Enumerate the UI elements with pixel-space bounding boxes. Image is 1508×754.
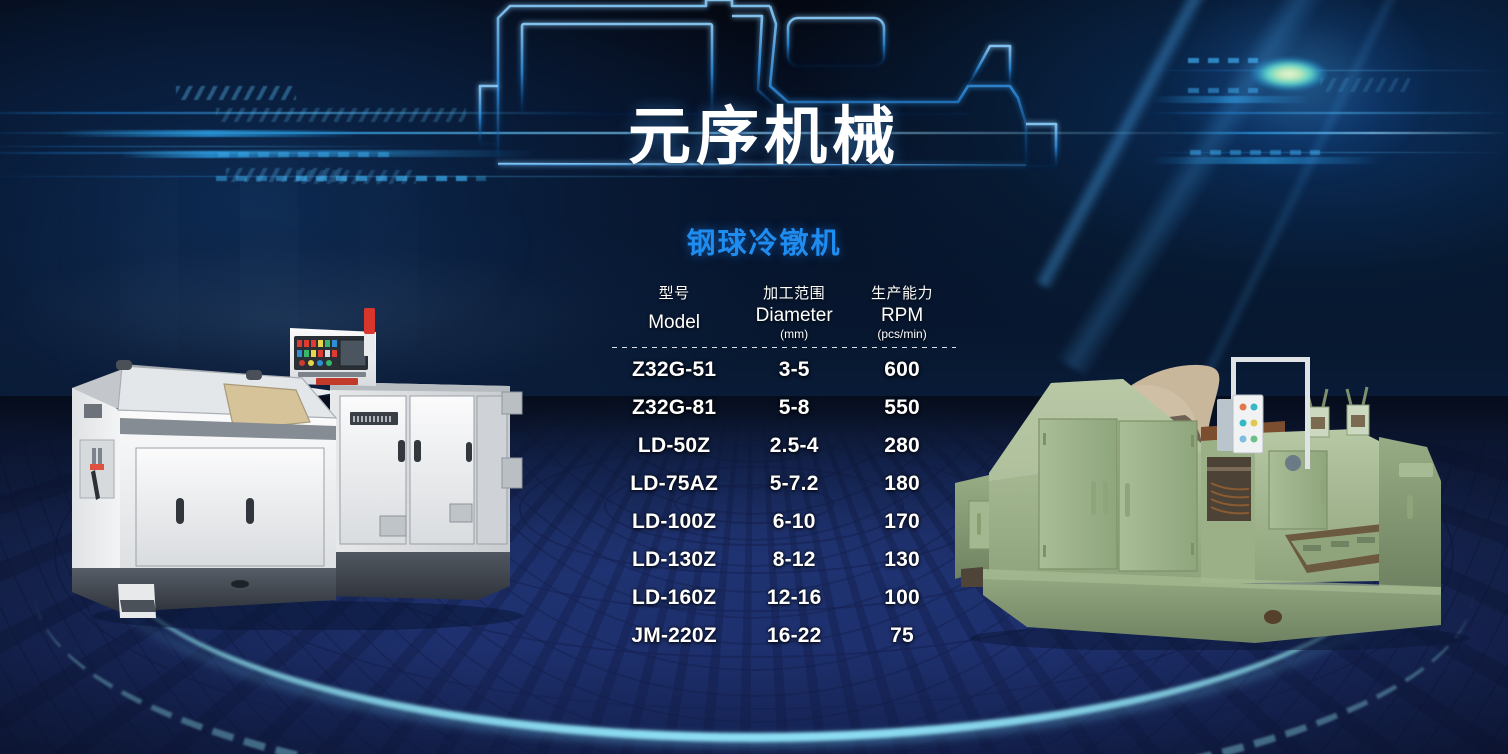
spec-cell-diameter: 5-7.2 <box>769 471 819 495</box>
tech-streak-icon <box>0 132 1250 134</box>
spec-cell-rpm: 600 <box>884 357 920 381</box>
spec-cell-diameter: 2.5-4 <box>769 433 819 457</box>
header-en-diameter: Diameter (mm) <box>740 305 848 342</box>
tech-dash-row-icon <box>218 152 398 157</box>
header-en-model-label: Model <box>648 311 700 333</box>
page-subtitle: 钢球冷镦机 <box>686 228 842 260</box>
header-en-model: Model <box>608 305 740 342</box>
spec-cell-rpm: 75 <box>890 623 914 647</box>
spec-cell-model: LD-160Z <box>631 585 717 609</box>
tech-streak-icon <box>1170 132 1508 134</box>
spec-cell-model: Z32G-51 <box>631 357 717 381</box>
tech-streak-icon <box>0 112 600 114</box>
truck-wireframe-icon <box>470 0 1070 194</box>
background-wall-panels <box>0 70 560 400</box>
tech-hatch-icon <box>1320 78 1410 92</box>
spec-row: LD-160Z 12-16 100 <box>608 579 956 617</box>
spec-header-en-row: Model Diameter (mm) RPM (pcs/min) <box>608 305 956 342</box>
tech-chipbar-icon <box>120 151 300 158</box>
tech-dash-row-icon <box>1188 58 1258 63</box>
right-machine-image <box>955 355 1485 652</box>
lens-flare-icon <box>1252 58 1326 90</box>
spec-row: LD-75AZ 5-7.2 180 <box>608 465 956 503</box>
spec-cell-diameter: 5-8 <box>778 395 810 419</box>
spec-cell-rpm: 100 <box>884 585 920 609</box>
tech-streak-icon <box>0 146 410 147</box>
left-machine-image <box>58 300 528 631</box>
dashed-divider <box>612 346 956 348</box>
spec-cell-model: LD-130Z <box>631 547 717 571</box>
tech-chipbar-icon <box>60 130 360 137</box>
header-cn-model: 型号 <box>658 285 690 302</box>
tech-dash-row-icon <box>1188 88 1258 93</box>
tech-hatch-icon <box>216 108 466 122</box>
header-cn-rpm: 生产能力 <box>871 285 934 302</box>
tech-chipbar-icon <box>1150 96 1310 103</box>
spec-table-body: Z32G-51 3-5 600 Z32G-81 5-8 550 LD-50Z 2.5-4 280… <box>608 351 956 655</box>
tech-streak-icon <box>1150 70 1508 71</box>
header-en-rpm: RPM (pcs/min) <box>848 305 956 342</box>
spec-cell-rpm: 280 <box>884 433 920 457</box>
spec-row: LD-100Z 6-10 170 <box>608 503 956 541</box>
spec-table: 型号 加工范围 生产能力 Model Diameter (mm) RPM <box>608 282 956 655</box>
spec-row: LD-50Z 2.5-4 280 <box>608 427 956 465</box>
spec-cell-diameter: 6-10 <box>772 509 816 533</box>
spec-row: Z32G-51 3-5 600 <box>608 351 956 389</box>
spec-row: JM-220Z 16-22 75 <box>608 617 956 655</box>
header-en-rpm-label: RPM <box>880 305 924 326</box>
header-en-diameter-label: Diameter <box>755 305 833 326</box>
tech-dash-row-icon <box>1190 150 1320 155</box>
lens-flare-halo-icon <box>1170 0 1430 180</box>
tech-streak-icon <box>1150 112 1508 114</box>
header-cn-diameter: 加工范围 <box>763 285 826 302</box>
tech-hatch-icon <box>226 168 346 182</box>
tech-hatch-icon <box>176 86 296 100</box>
spec-cell-model: LD-75AZ <box>630 471 718 495</box>
tech-streak-icon <box>1150 152 1508 153</box>
spec-divider-row <box>608 342 956 351</box>
spec-cell-diameter: 8-12 <box>772 547 816 571</box>
tech-hatch-icon <box>296 170 416 184</box>
tech-dash-row-icon <box>296 176 486 181</box>
spec-cell-diameter: 16-22 <box>766 623 822 647</box>
spec-cell-model: Z32G-81 <box>631 395 717 419</box>
spec-cell-rpm: 550 <box>884 395 920 419</box>
spec-header-cn-row: 型号 加工范围 生产能力 <box>608 282 956 305</box>
tech-chipbar-icon <box>1150 157 1380 164</box>
spec-cell-model: LD-100Z <box>631 509 717 533</box>
header-unit-rpm: (pcs/min) <box>877 326 927 341</box>
tech-dash-row-icon <box>216 176 476 181</box>
spec-cell-model: JM-220Z <box>631 623 717 647</box>
spec-row: LD-130Z 8-12 130 <box>608 541 956 579</box>
spec-cell-rpm: 170 <box>884 509 920 533</box>
spec-cell-model: LD-50Z <box>637 433 711 457</box>
header-unit-diameter: (mm) <box>780 326 809 341</box>
spec-row: Z32G-81 5-8 550 <box>608 389 956 427</box>
spec-cell-rpm: 130 <box>884 547 920 571</box>
spec-cell-diameter: 12-16 <box>766 585 822 609</box>
spec-cell-diameter: 3-5 <box>778 357 810 381</box>
page-title: 元序机械 <box>628 102 900 172</box>
spec-cell-rpm: 180 <box>884 471 920 495</box>
spec-divider-cell <box>608 342 956 351</box>
